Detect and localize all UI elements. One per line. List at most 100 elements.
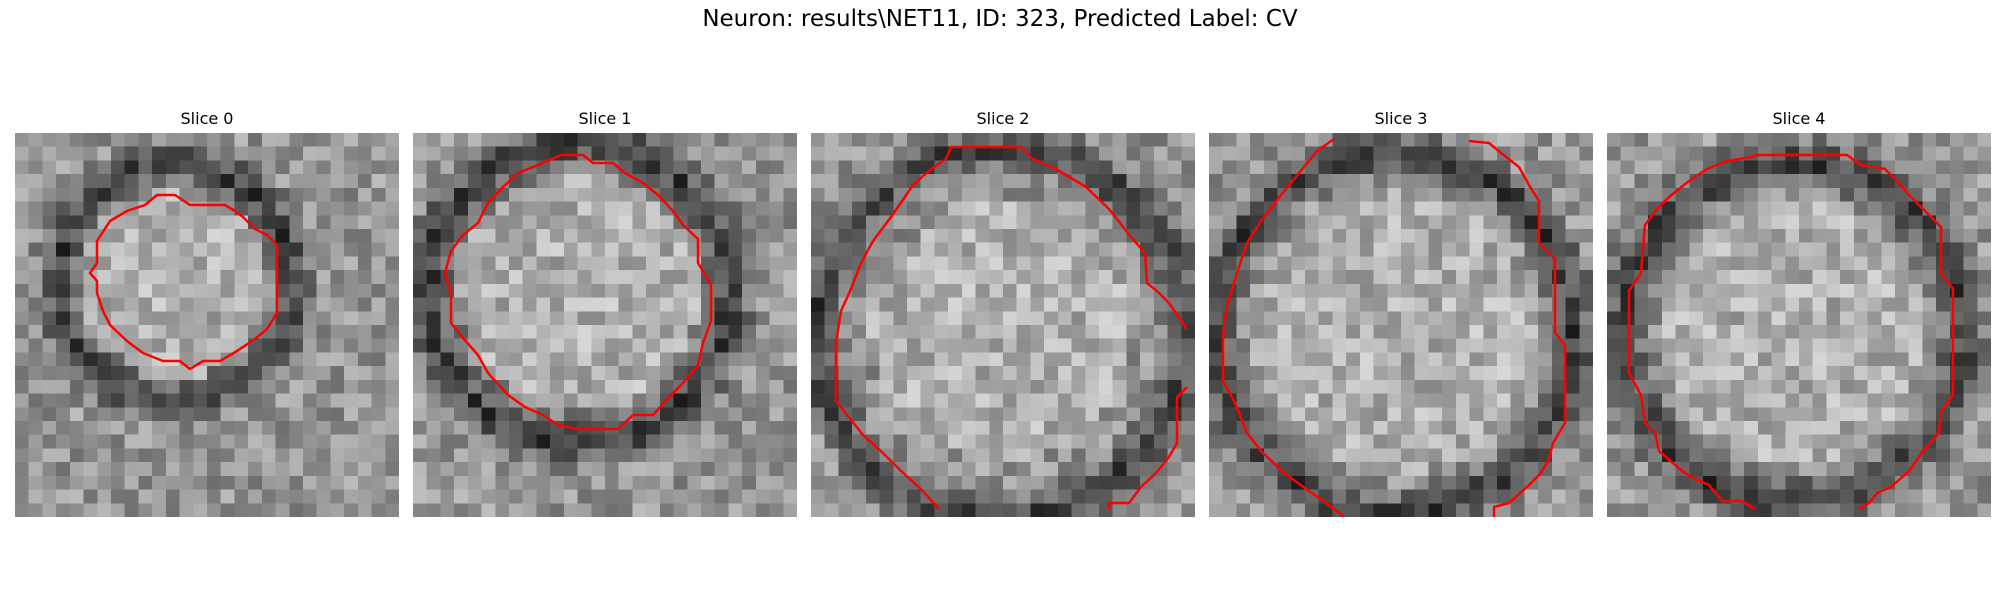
pixel <box>1057 366 1073 381</box>
pixel <box>1209 229 1224 244</box>
pixel <box>1497 462 1512 477</box>
pixel <box>1003 174 1018 189</box>
pixel <box>673 311 688 326</box>
pixel <box>948 393 963 408</box>
pixel <box>1963 489 1978 504</box>
pixel <box>165 242 181 258</box>
pixel <box>261 201 277 216</box>
pixel <box>1387 256 1402 271</box>
pixel <box>1922 448 1937 463</box>
pixel <box>1538 325 1553 340</box>
pixel <box>1277 434 1292 450</box>
pixel <box>975 462 990 477</box>
pixel <box>426 283 442 299</box>
pixel <box>1867 297 1882 312</box>
pixel <box>865 503 881 517</box>
pixel <box>701 434 716 450</box>
pixel <box>467 174 483 189</box>
pixel <box>1524 503 1539 517</box>
pixel <box>1908 187 1924 203</box>
pixel <box>879 187 894 203</box>
pixel <box>605 201 620 216</box>
pixel <box>1565 366 1580 381</box>
pixel <box>673 187 688 203</box>
pixel <box>509 489 524 504</box>
pixel <box>509 462 524 477</box>
pixel <box>1620 407 1636 422</box>
pixel <box>1510 229 1526 244</box>
pixel <box>563 160 579 175</box>
pixel <box>865 133 881 148</box>
pixel <box>1112 379 1128 395</box>
pixel <box>1181 311 1195 326</box>
pixel <box>1977 503 1991 517</box>
pixel <box>961 146 977 162</box>
pixel <box>1469 434 1484 450</box>
pixel <box>275 160 290 175</box>
pixel <box>248 475 263 491</box>
pixel <box>728 475 743 491</box>
pixel <box>1016 160 1032 175</box>
slice-image <box>1209 133 1593 517</box>
pixel <box>755 146 771 162</box>
pixel <box>728 393 743 408</box>
pixel <box>879 379 894 395</box>
pixel <box>1167 352 1182 367</box>
pixel <box>1181 201 1195 216</box>
pixel <box>1250 462 1265 477</box>
pixel <box>83 462 98 477</box>
pixel <box>220 146 236 162</box>
pixel <box>755 475 771 491</box>
pixel <box>1771 503 1786 517</box>
pixel <box>1318 311 1334 326</box>
pixel <box>1730 133 1745 148</box>
pixel <box>1607 283 1622 299</box>
pixel <box>550 503 565 517</box>
pixel <box>1963 311 1978 326</box>
pixel <box>1387 503 1402 517</box>
pixel <box>1469 146 1484 162</box>
pixel <box>975 379 990 395</box>
pixel <box>1250 475 1265 491</box>
pixel <box>1497 174 1512 189</box>
pixel <box>97 366 112 381</box>
pixel <box>1318 201 1334 216</box>
pixel <box>371 270 386 285</box>
pixel <box>1181 187 1195 203</box>
pixel <box>659 242 675 258</box>
pixel <box>1538 297 1553 312</box>
pixel <box>248 174 263 189</box>
pixel <box>687 434 702 450</box>
pixel <box>1840 338 1855 354</box>
pixel <box>1044 503 1059 517</box>
pixel <box>1016 215 1032 230</box>
pixel <box>618 297 634 312</box>
pixel <box>1840 325 1855 340</box>
pixel <box>1963 187 1978 203</box>
pixel <box>1469 242 1484 258</box>
pixel <box>728 489 743 504</box>
pixel <box>605 393 620 408</box>
pixel <box>1799 133 1814 148</box>
pixel <box>426 311 442 326</box>
pixel <box>1689 462 1704 477</box>
pixel <box>509 297 524 312</box>
pixel <box>1044 325 1059 340</box>
pixel <box>1524 325 1539 340</box>
pixel <box>303 201 318 216</box>
pixel <box>1414 489 1430 504</box>
pixel <box>1428 256 1443 271</box>
pixel <box>1634 366 1649 381</box>
pixel <box>852 393 867 408</box>
pixel <box>1112 242 1128 258</box>
pixel <box>1291 311 1306 326</box>
pixel <box>907 366 922 381</box>
pixel <box>673 489 688 504</box>
pixel <box>495 366 510 381</box>
pixel <box>1744 448 1759 463</box>
pixel <box>1222 393 1238 408</box>
pixel <box>618 270 634 285</box>
pixel <box>111 201 126 216</box>
pixel <box>413 352 428 367</box>
pixel <box>948 421 963 436</box>
